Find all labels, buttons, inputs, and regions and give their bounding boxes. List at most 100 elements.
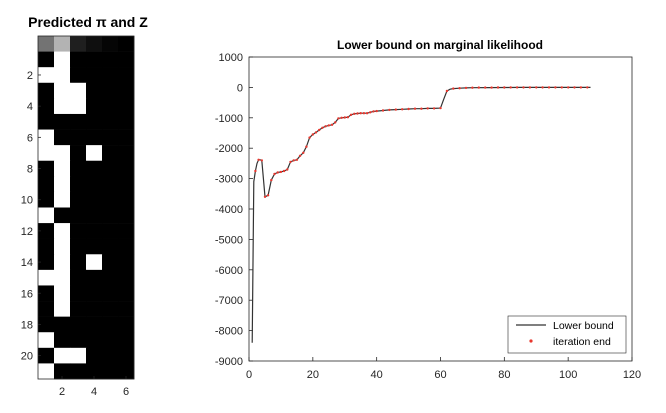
- pi-cell: [38, 36, 55, 52]
- y-tick-label: -7000: [215, 295, 243, 307]
- z-cell: [54, 145, 71, 162]
- z-cell: [54, 51, 71, 68]
- z-cell: [118, 223, 135, 239]
- z-cell: [102, 51, 119, 68]
- iteration-end-point: [349, 113, 353, 117]
- x-tick-label: 40: [371, 369, 383, 381]
- z-cell: [86, 113, 103, 130]
- z-cell: [38, 51, 55, 68]
- z-cell: [70, 176, 87, 193]
- z-cell: [118, 145, 135, 162]
- x-tick-label: 6: [123, 386, 129, 398]
- iteration-end-point: [432, 107, 436, 110]
- iteration-end-point: [321, 126, 324, 129]
- iteration-end-point: [311, 133, 314, 136]
- z-cell: [38, 160, 55, 177]
- iteration-end-point: [426, 107, 429, 110]
- iteration-end-point: [464, 86, 468, 90]
- legend-label-lower-bound: Lower bound: [553, 320, 614, 332]
- z-cell: [54, 238, 71, 255]
- y-tick-label: -2000: [215, 143, 243, 155]
- pi-cell: [102, 36, 119, 52]
- z-cell: [54, 332, 71, 349]
- iteration-end-point: [298, 154, 302, 157]
- z-cell: [38, 301, 55, 317]
- z-cell: [118, 113, 135, 130]
- z-cell: [102, 301, 119, 317]
- z-cell: [118, 67, 135, 84]
- iteration-end-point: [260, 159, 263, 162]
- iteration-end-point: [282, 169, 286, 173]
- z-cell: [102, 176, 119, 193]
- iteration-end-point: [279, 170, 283, 174]
- z-cell: [38, 223, 55, 239]
- z-cell: [70, 332, 87, 349]
- z-cell: [70, 191, 87, 208]
- z-cell: [38, 238, 55, 255]
- z-cell: [102, 363, 119, 380]
- z-cell: [38, 191, 55, 208]
- z-cell: [118, 347, 135, 364]
- z-cell: [102, 67, 119, 84]
- iteration-end-point: [579, 86, 583, 89]
- z-cell: [38, 176, 55, 193]
- pi-cell: [118, 36, 135, 52]
- y-tick-label: 20: [21, 351, 33, 363]
- z-cell: [102, 207, 119, 224]
- z-cell: [54, 254, 71, 271]
- z-cell: [118, 129, 135, 146]
- z-cell: [118, 285, 135, 302]
- iteration-end-point: [394, 108, 397, 111]
- z-cell: [38, 113, 55, 130]
- iteration-end-point: [273, 172, 276, 176]
- heatmap-title: Predicted π and Z: [28, 14, 148, 30]
- z-cell: [54, 191, 71, 208]
- iteration-end-point: [439, 106, 442, 110]
- z-cell: [86, 223, 103, 239]
- iteration-end-point: [337, 117, 340, 120]
- plot-area: [248, 56, 633, 362]
- z-cell: [118, 98, 135, 115]
- iteration-end-point: [365, 112, 369, 115]
- iteration-end-point: [276, 171, 279, 174]
- z-cell: [38, 363, 55, 380]
- z-cell: [38, 145, 55, 162]
- y-tick-label: 8: [27, 164, 33, 176]
- iteration-end-point: [353, 112, 356, 116]
- iteration-end-point: [496, 86, 500, 89]
- z-cell: [54, 82, 71, 99]
- z-cell: [86, 67, 103, 84]
- z-cell: [38, 332, 55, 349]
- iteration-end-point: [413, 107, 417, 110]
- z-cell: [118, 269, 135, 286]
- iteration-end-point: [369, 111, 372, 114]
- z-cell: [118, 176, 135, 193]
- legend: Lower bound iteration end: [507, 315, 627, 354]
- z-cell: [102, 347, 119, 364]
- z-cell: [118, 301, 135, 317]
- z-cell: [86, 269, 103, 286]
- z-cell: [118, 363, 135, 380]
- z-cell: [102, 269, 119, 286]
- legend-label-iteration-end: iteration end: [553, 336, 611, 348]
- iteration-end-point: [420, 107, 423, 110]
- iteration-end-point: [535, 86, 538, 89]
- iteration-end-point: [509, 86, 512, 89]
- x-tick-label: 4: [91, 386, 97, 398]
- z-cell: [118, 160, 135, 177]
- y-tick-label: -1000: [215, 113, 243, 125]
- iteration-end-point: [381, 109, 385, 112]
- z-cell: [70, 223, 87, 239]
- x-tick-label: 0: [246, 369, 252, 381]
- iteration-end-point: [407, 107, 410, 111]
- z-cell: [118, 238, 135, 255]
- y-tick-label: -4000: [215, 204, 243, 216]
- z-cell: [86, 191, 103, 208]
- z-cell: [54, 347, 71, 364]
- z-cell: [118, 207, 135, 224]
- z-cell: [86, 98, 103, 115]
- iteration-end-point: [330, 123, 334, 127]
- iteration-end-point: [560, 86, 563, 89]
- iteration-end-point: [305, 145, 308, 148]
